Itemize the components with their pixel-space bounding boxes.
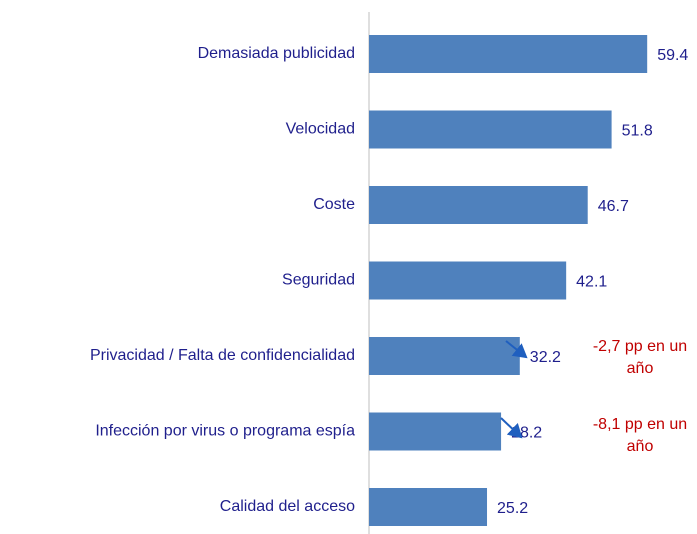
annotation-arrow (505, 340, 528, 359)
bar (369, 337, 520, 375)
annotation-arrow (500, 417, 523, 439)
value-label: 51.8 (622, 123, 653, 140)
annotation: -2,7 pp en un año (592, 338, 688, 377)
annotation: -8,1 pp en un año (592, 416, 688, 455)
value-label: 25.2 (497, 500, 528, 517)
category-label: Seguridad (282, 272, 355, 289)
category-label: Coste (313, 196, 355, 213)
category-label: Demasiada publicidad (198, 45, 355, 62)
value-label: 46.7 (598, 198, 629, 215)
category-label: Velocidad (286, 121, 355, 138)
value-label: 59.4 (657, 47, 688, 64)
bar (369, 261, 567, 300)
value-label: 32.2 (530, 349, 561, 366)
bar (369, 186, 588, 224)
category-label: Calidad del acceso (220, 498, 355, 515)
category-label: Infección por virus o programa espía (95, 423, 355, 440)
bar (369, 412, 502, 451)
category-label: Privacidad / Falta de confidencialidad (90, 347, 355, 364)
bar (369, 35, 648, 73)
value-label: 42.1 (576, 274, 607, 291)
bar (369, 488, 488, 526)
bar (369, 110, 612, 149)
